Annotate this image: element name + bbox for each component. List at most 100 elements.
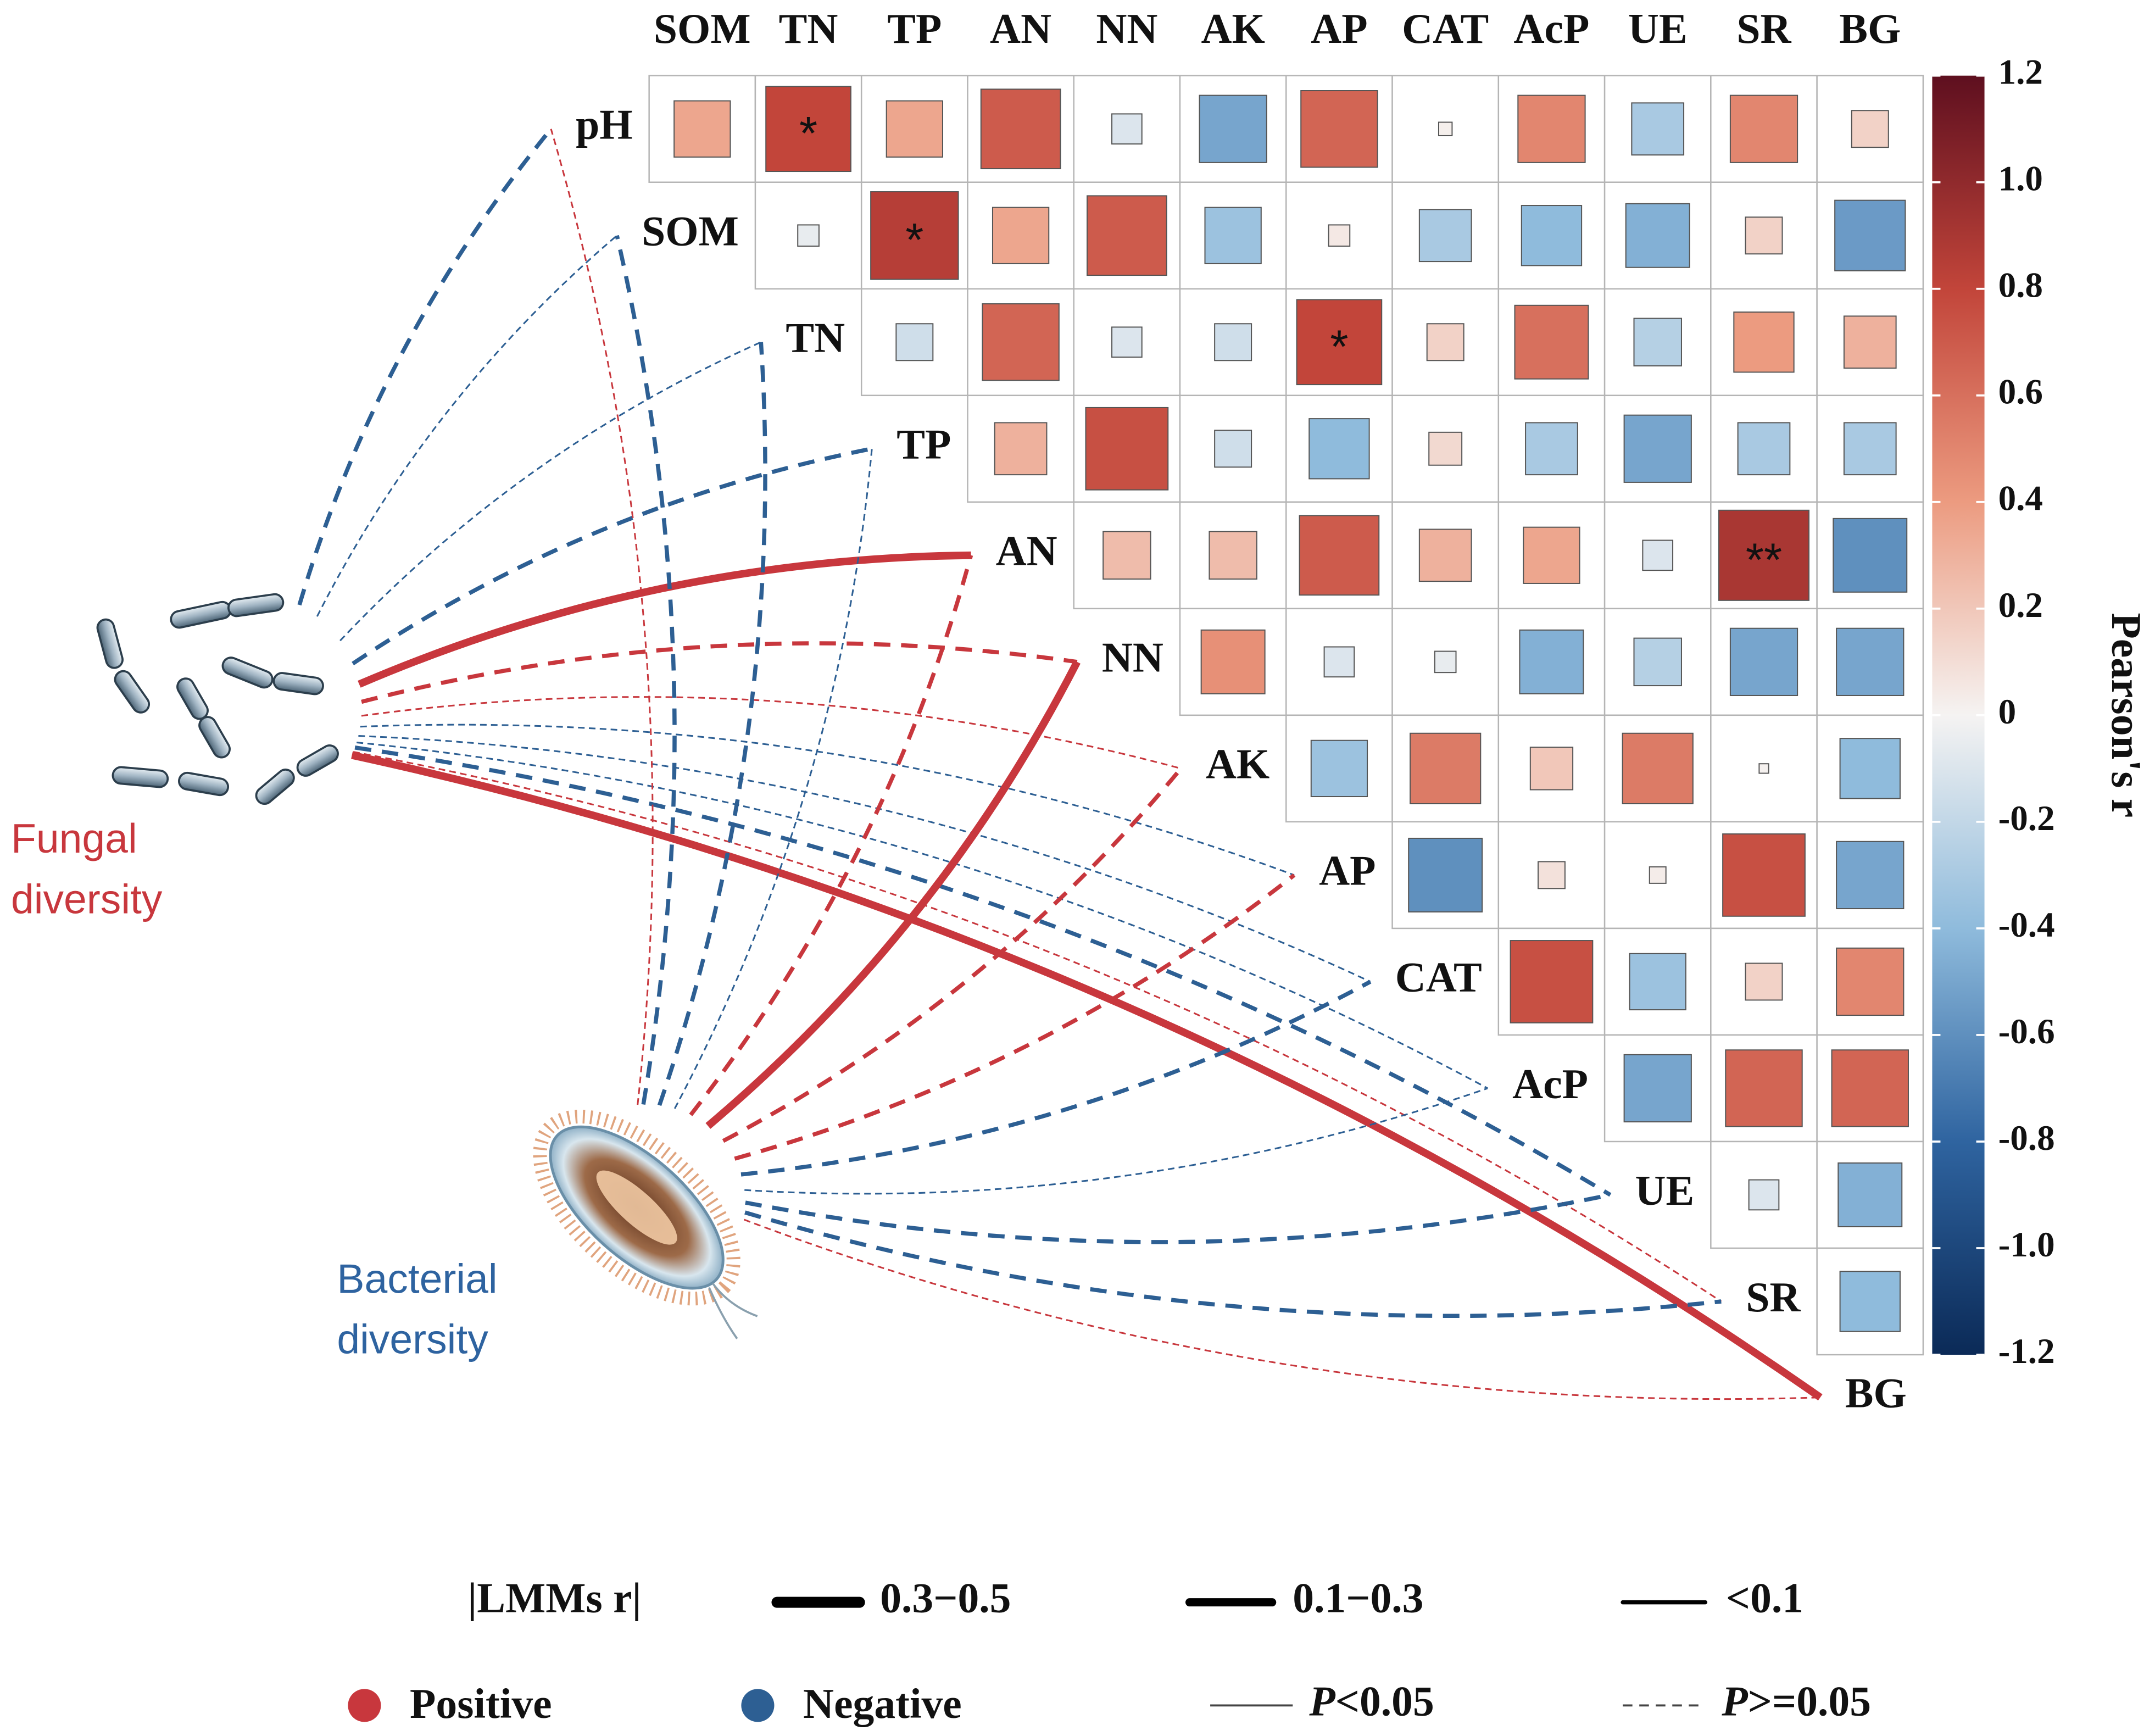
significance-star: * xyxy=(799,108,817,160)
column-label: SR xyxy=(1736,5,1791,52)
cell-square xyxy=(1214,323,1252,361)
cell-square xyxy=(1428,431,1463,466)
cell-square xyxy=(1737,422,1791,476)
legend-label: <0.1 xyxy=(1726,1574,1803,1621)
cell-square xyxy=(1758,763,1769,774)
link xyxy=(722,767,1183,1143)
significance-star: * xyxy=(1330,321,1348,373)
legend-label: 0.3−0.5 xyxy=(880,1574,1011,1621)
column-label: AcP xyxy=(1514,5,1590,52)
link xyxy=(705,660,1081,1129)
fungi-icon xyxy=(96,593,339,805)
cell-square xyxy=(1642,539,1674,571)
cell-square xyxy=(1633,637,1682,687)
cell-square xyxy=(1833,518,1908,593)
cell-square xyxy=(1836,947,1905,1016)
significance-star: ** xyxy=(1746,534,1782,586)
cell-square xyxy=(1296,299,1383,386)
cell-square xyxy=(1748,1179,1780,1211)
cell-square xyxy=(1836,627,1905,696)
link xyxy=(297,127,553,606)
column-label: BG xyxy=(1839,5,1901,52)
row-label: AP xyxy=(1319,847,1376,894)
link xyxy=(734,873,1296,1161)
row-label: NN xyxy=(1102,634,1163,681)
cell-square xyxy=(1834,199,1906,271)
cell-square xyxy=(1631,102,1685,156)
link xyxy=(743,1218,1820,1400)
colorbar-tick-label: 0.2 xyxy=(1998,586,2043,625)
link xyxy=(673,448,873,1109)
cell-square xyxy=(1625,203,1690,268)
cell-square xyxy=(1538,861,1566,889)
cell-square xyxy=(1529,747,1574,791)
column-label: TP xyxy=(887,5,942,52)
link xyxy=(740,980,1372,1177)
cell-square xyxy=(992,207,1050,264)
column-label: CAT xyxy=(1402,5,1489,52)
row-label: AcP xyxy=(1512,1060,1588,1108)
cell-square xyxy=(1434,650,1457,674)
colorbar-tick-label: -1.2 xyxy=(1998,1332,2055,1371)
colorbar-title: Pearson's r xyxy=(2103,613,2150,817)
link xyxy=(657,342,767,1106)
link xyxy=(352,447,872,666)
cell-square xyxy=(1199,94,1267,163)
legend-label: P>=0.05 xyxy=(1721,1677,1871,1724)
colorbar-tick-label: 0.6 xyxy=(1998,372,2043,412)
cell-square xyxy=(1200,629,1266,694)
cell-square xyxy=(1729,627,1798,696)
legend-title: |LMMs r| xyxy=(467,1574,641,1621)
column-label: SOM xyxy=(654,5,751,52)
cell-square xyxy=(1517,94,1586,163)
cell-square xyxy=(1725,1049,1803,1127)
cell-square xyxy=(1418,528,1472,582)
link xyxy=(744,1210,1722,1318)
cell-square xyxy=(1209,531,1257,580)
cell-frame xyxy=(1179,288,1287,397)
group-label: Fungal diversity xyxy=(11,815,163,922)
cell-square xyxy=(1843,315,1897,369)
row-label: UE xyxy=(1635,1167,1695,1214)
cell-square xyxy=(1843,422,1897,476)
legend-label: Positive xyxy=(410,1680,552,1727)
significance-star: * xyxy=(905,214,923,266)
link xyxy=(353,751,1722,1303)
cell-square xyxy=(797,224,820,247)
cell-square xyxy=(1839,1271,1901,1332)
cell-square xyxy=(1519,629,1584,694)
cell-square xyxy=(1300,90,1378,168)
links xyxy=(297,127,1823,1401)
row-label: pH xyxy=(576,101,633,148)
link xyxy=(360,724,1295,876)
link xyxy=(744,1087,1488,1195)
column-label: AP xyxy=(1311,5,1367,52)
cell-square xyxy=(1418,209,1472,263)
cell-square xyxy=(765,86,851,173)
row-label: CAT xyxy=(1395,954,1482,1001)
cell-square xyxy=(1733,311,1795,373)
cell-square xyxy=(1111,113,1143,145)
cell-square xyxy=(1102,531,1151,580)
cell-square xyxy=(1718,509,1810,601)
colorbar-tick-label: 1.2 xyxy=(1998,53,2043,92)
cell-square xyxy=(1851,110,1889,148)
row-label: AK xyxy=(1206,741,1269,788)
colorbar-tick-label: 0.4 xyxy=(1998,479,2043,519)
cell-square xyxy=(1408,837,1483,912)
cell-square xyxy=(1299,515,1380,596)
link xyxy=(316,235,618,617)
column-label: AK xyxy=(1201,5,1265,52)
link xyxy=(339,341,761,642)
legend-dot xyxy=(348,1689,381,1722)
link xyxy=(361,696,1182,770)
cell-square xyxy=(1510,940,1594,1023)
cell-square xyxy=(1438,121,1453,136)
group-label: Bacterial diversity xyxy=(337,1255,509,1362)
cell-square xyxy=(1521,205,1583,266)
cell-square xyxy=(1633,318,1682,366)
link xyxy=(745,1193,1611,1244)
cell-square xyxy=(980,88,1061,170)
